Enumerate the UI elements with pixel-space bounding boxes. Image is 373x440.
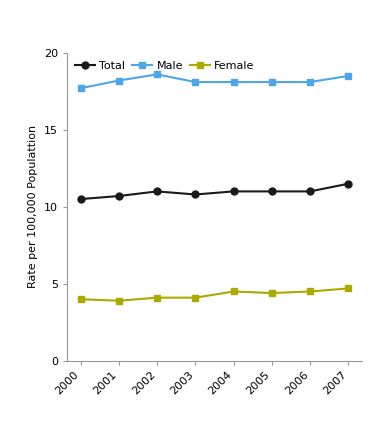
- Y-axis label: Rate per 100,000 Populattion: Rate per 100,000 Populattion: [28, 125, 38, 288]
- Legend: Total, Male, Female: Total, Male, Female: [73, 59, 257, 73]
